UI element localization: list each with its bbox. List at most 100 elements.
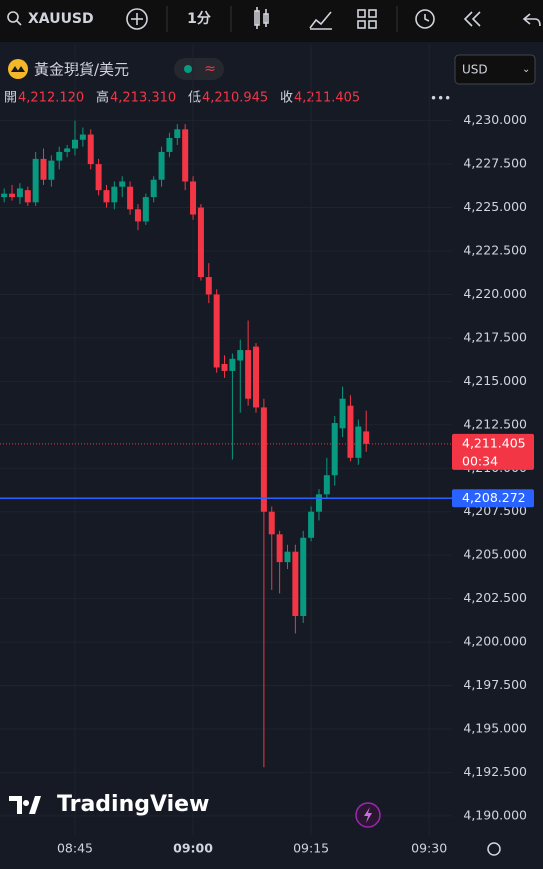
candle-body <box>127 186 134 210</box>
candle-body <box>323 475 330 495</box>
ohlc-label: 高 <box>96 90 109 106</box>
delay-icon: ≈ <box>204 61 216 77</box>
countdown: 00:34 <box>462 453 498 468</box>
dropdown-arrow: ⌄ <box>522 64 530 75</box>
candle-body <box>111 186 118 203</box>
y-tick-label: 4,192.500 <box>463 764 527 779</box>
x-tick-label: 08:45 <box>57 841 93 856</box>
candle-body <box>260 407 267 512</box>
ohlc-value: 4,213.310 <box>110 91 176 106</box>
y-tick-label: 4,202.500 <box>463 590 527 605</box>
indicators[interactable] <box>309 11 332 30</box>
candle-body <box>150 179 157 198</box>
price-label: 4,211.405 <box>462 435 526 450</box>
candle-body <box>268 511 275 535</box>
ohlc-label: 開 <box>4 91 17 106</box>
y-tick-label: 4,230.000 <box>463 112 527 127</box>
time-axis <box>0 835 543 869</box>
candle-body <box>245 350 252 399</box>
symbol-logo <box>8 59 28 79</box>
candle-body <box>347 405 354 458</box>
undo[interactable] <box>522 13 541 27</box>
candle-body <box>182 129 189 182</box>
y-tick-label: 4,195.000 <box>463 720 527 735</box>
grid <box>0 45 452 835</box>
x-tick-label: 09:30 <box>411 841 447 856</box>
candle-type[interactable] <box>254 7 269 29</box>
settings-button[interactable] <box>487 842 501 856</box>
branding-logo <box>9 796 41 814</box>
lightning-icon <box>364 807 372 823</box>
y-tick-label: 4,200.000 <box>463 634 527 649</box>
status-badge[interactable] <box>174 58 224 80</box>
candle-body <box>331 423 338 476</box>
ohlc-value: 4,212.120 <box>18 91 84 106</box>
layouts[interactable] <box>357 9 377 29</box>
y-tick-label: 4,212.500 <box>463 416 527 431</box>
y-tick-label: 4,225.000 <box>463 199 527 214</box>
symbol[interactable]: XAUUSD <box>28 11 94 27</box>
candle-body <box>158 151 165 180</box>
candle-body <box>95 164 102 191</box>
candle-body <box>363 431 370 444</box>
y-tick-label: 4,227.500 <box>463 156 527 171</box>
candle-body <box>24 190 31 203</box>
candle-body <box>119 181 126 187</box>
currency[interactable]: USD <box>462 63 488 77</box>
candle-body <box>190 181 197 215</box>
x-tick-label: 09:15 <box>293 841 329 856</box>
ohlc-legend: 開 4,212.120 高 4,213.310 低 4,210.945 收 4,211.405 <box>4 90 360 106</box>
candle-body <box>284 551 291 563</box>
currency-select[interactable] <box>454 54 536 85</box>
branding: TradingView <box>57 792 209 817</box>
toolbar <box>0 0 543 42</box>
alert[interactable] <box>415 9 435 29</box>
search-icon[interactable] <box>7 11 22 26</box>
candle-body <box>87 134 94 165</box>
candle-body <box>79 134 86 140</box>
candle-body <box>72 139 78 149</box>
candle-body <box>276 534 283 563</box>
price-label-box <box>452 489 534 508</box>
price-label: 4,208.272 <box>462 490 526 505</box>
candle-body <box>32 158 39 203</box>
candle-body <box>56 151 63 161</box>
y-tick-label: 4,197.500 <box>463 677 527 692</box>
candle-body <box>205 277 212 295</box>
y-tick-label: 4,190.000 <box>463 807 527 822</box>
y-tick-label: 4,205.000 <box>463 547 527 562</box>
candle-body <box>9 193 16 198</box>
candle-body <box>166 138 173 152</box>
plot <box>0 120 452 768</box>
candle-body <box>48 160 55 180</box>
candle-body <box>174 129 181 139</box>
candle-body <box>134 209 141 222</box>
market-open-dot <box>184 65 192 73</box>
candle-body <box>1 193 8 198</box>
candle-body <box>213 294 220 368</box>
candle-body <box>237 350 244 361</box>
x-tick-label: 09:00 <box>173 841 213 856</box>
candle-body <box>103 190 110 203</box>
candle-body <box>64 148 71 152</box>
candle-body <box>308 511 315 538</box>
interval[interactable]: 1分 <box>187 11 211 27</box>
candle-body <box>339 398 346 429</box>
y-tick-label: 4,220.000 <box>463 286 527 301</box>
candle-body <box>300 537 307 616</box>
more-icon[interactable]: ••• <box>430 92 451 106</box>
candle-body <box>355 426 362 458</box>
candle-body <box>315 494 322 512</box>
replay[interactable] <box>463 11 481 27</box>
ohlc-value: 4,211.405 <box>294 91 360 106</box>
candle-body <box>229 358 236 371</box>
y-tick-label: 4,217.500 <box>463 329 527 344</box>
price-label-box <box>452 433 534 470</box>
candle-body <box>197 207 204 278</box>
symbol-name: 黃金現貨/美元 <box>34 61 129 79</box>
ohlc-label: 收 <box>280 91 293 106</box>
add-symbol[interactable] <box>126 8 148 30</box>
ohlc-label: 低 <box>188 91 201 106</box>
candle-body <box>253 346 260 408</box>
